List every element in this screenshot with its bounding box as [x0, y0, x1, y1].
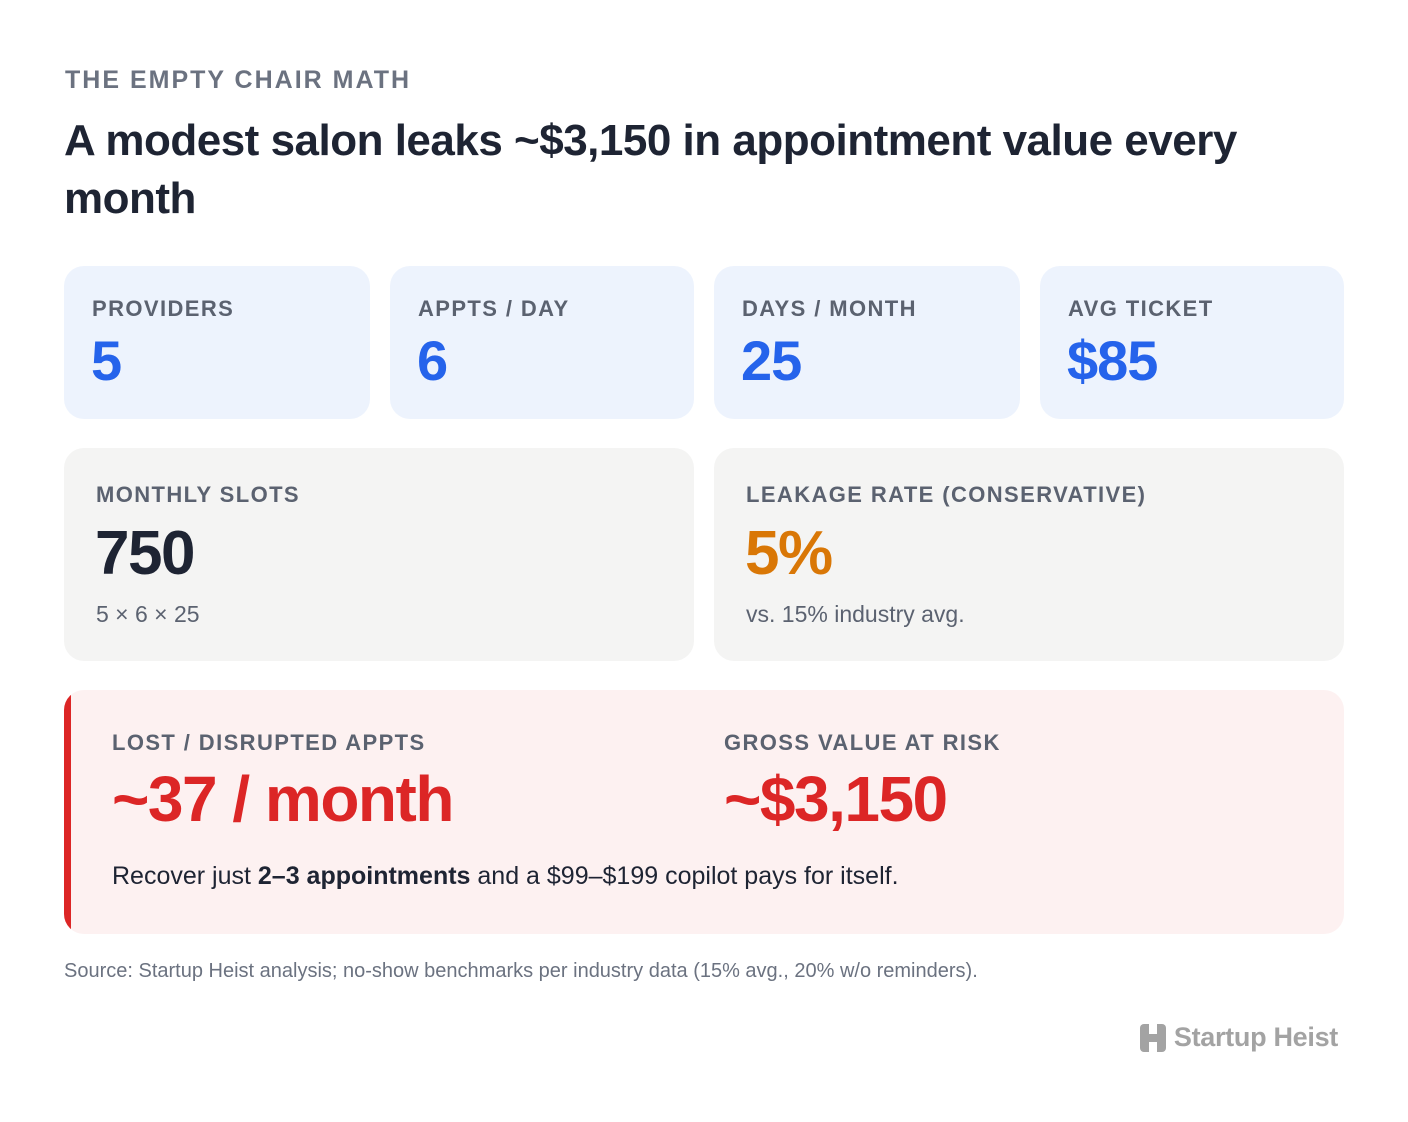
heist-logo-icon — [1139, 1023, 1166, 1052]
days-per-month-card: DAYS / MONTH 25 — [714, 266, 1020, 419]
leakage-rate-label: LEAKAGE RATE (CONSERVATIVE) — [746, 482, 1147, 507]
appts-per-day-value: 6 — [417, 329, 448, 392]
appts-per-day-card: APPTS / DAY 6 — [390, 266, 694, 419]
recovery-note-lead: Recover just — [112, 862, 258, 890]
lost-appts-label: LOST / DISRUPTED APPTS — [112, 730, 426, 755]
days-per-month-value: 25 — [741, 329, 802, 392]
risk-accent-bar — [64, 690, 71, 934]
appts-per-day-label: APPTS / DAY — [418, 296, 570, 321]
lost-appts-value: ~37 / month — [112, 763, 454, 835]
monthly-slots-card: MONTHLY SLOTS 750 5 × 6 × 25 — [64, 448, 694, 661]
leakage-rate-comparison: vs. 15% industry avg. — [746, 601, 965, 627]
days-per-month-label: DAYS / MONTH — [742, 296, 917, 321]
recovery-note-emphasis: 2–3 appointments — [257, 862, 471, 890]
avg-ticket-card: AVG TICKET $85 — [1040, 266, 1344, 419]
brand-logo: Startup Heist — [1139, 1022, 1338, 1053]
providers-label: PROVIDERS — [92, 296, 235, 321]
avg-ticket-value: $85 — [1067, 329, 1158, 392]
providers-value: 5 — [91, 329, 122, 392]
leakage-rate-value: 5% — [745, 519, 833, 588]
recovery-note-tail: and a $99–$199 copilot pays for itself. — [470, 862, 899, 890]
providers-card: PROVIDERS 5 — [64, 266, 370, 419]
gross-value-amount: ~$3,150 — [724, 763, 948, 835]
brand-name: Startup Heist — [1173, 1022, 1338, 1052]
page-title: A modest salon leaks ~$3,150 in appointm… — [64, 116, 1237, 223]
source-footnote: Source: Startup Heist analysis; no-show … — [64, 960, 978, 982]
gross-value-label: GROSS VALUE AT RISK — [724, 730, 1001, 755]
monthly-slots-label: MONTHLY SLOTS — [96, 482, 300, 507]
recovery-note: Recover just 2–3 appointments and a $99–… — [112, 862, 899, 891]
leakage-rate-card: LEAKAGE RATE (CONSERVATIVE) 5% vs. 15% i… — [714, 448, 1344, 661]
eyebrow-label: THE EMPTY CHAIR MATH — [65, 66, 412, 94]
monthly-slots-formula: 5 × 6 × 25 — [96, 601, 200, 627]
monthly-slots-value: 750 — [95, 519, 195, 588]
avg-ticket-label: AVG TICKET — [1068, 296, 1214, 321]
value-at-risk-panel: LOST / DISRUPTED APPTS ~37 / month GROSS… — [64, 690, 1344, 934]
